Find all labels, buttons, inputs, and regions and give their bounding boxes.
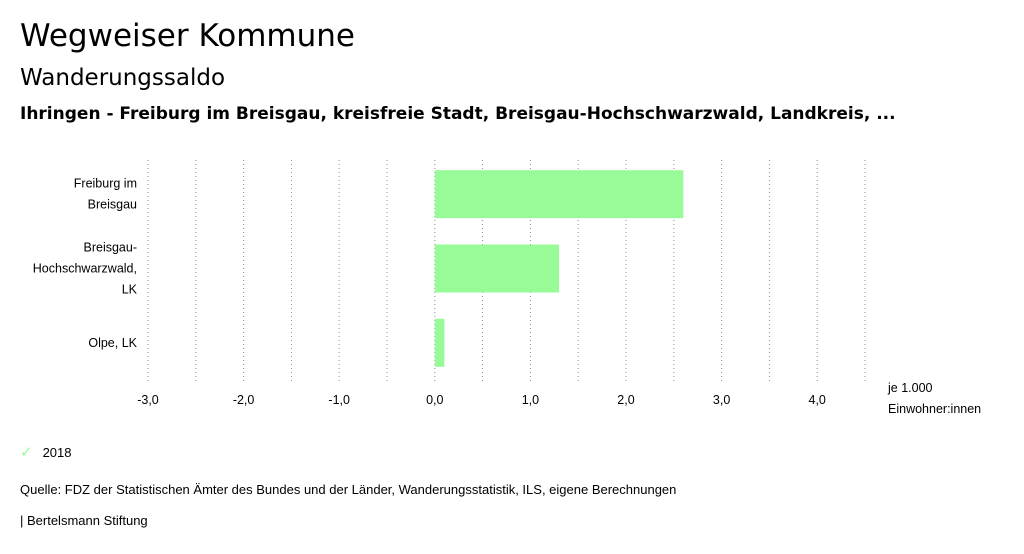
tick-label: 0,0 <box>426 393 443 407</box>
x-axis-label: Einwohner:innen <box>888 402 981 416</box>
tick-label: 3,0 <box>713 393 730 407</box>
category-labels: Freiburg im Breisgau Breisgau- Hochschwarzw… <box>33 177 138 350</box>
bar[interactable] <box>434 318 445 367</box>
tick-labels: -3,0 -2,0 -1,0 0,0 1,0 2,0 3,0 4,0 <box>137 393 826 407</box>
region-label: Ihringen - Freiburg im Breisgau, kreisfr… <box>20 104 896 124</box>
tick-label: -1,0 <box>328 393 350 407</box>
bar[interactable] <box>434 244 560 293</box>
category-label: Freiburg im <box>74 177 137 191</box>
tick-label: 1,0 <box>522 393 539 407</box>
category-label: Hochschwarzwald, <box>33 262 137 276</box>
category-label: Breisgau <box>88 198 137 212</box>
category-label: Breisgau- <box>84 241 138 255</box>
chart-subtitle: Wanderungssaldo <box>20 65 226 91</box>
legend[interactable]: ✓ 2018 <box>20 443 72 461</box>
chart-title: Wegweiser Kommune <box>20 18 355 54</box>
tick-label: 2,0 <box>617 393 634 407</box>
tick-label: -3,0 <box>137 393 159 407</box>
credit-note: | Bertelsmann Stiftung <box>20 513 148 528</box>
bars <box>434 170 684 367</box>
source-note: Quelle: FDZ der Statistischen Ämter des … <box>20 482 677 497</box>
x-axis-label: je 1.000 <box>887 381 933 395</box>
category-label: LK <box>122 283 138 297</box>
category-label: Olpe, LK <box>88 336 137 350</box>
tick-label: 4,0 <box>809 393 826 407</box>
x-unit-label: je 1.000 Einwohner:innen <box>887 381 981 416</box>
bar[interactable] <box>434 170 684 219</box>
legend-label: 2018 <box>42 444 72 460</box>
tick-label: -2,0 <box>233 393 255 407</box>
check-icon: ✓ <box>20 444 33 461</box>
